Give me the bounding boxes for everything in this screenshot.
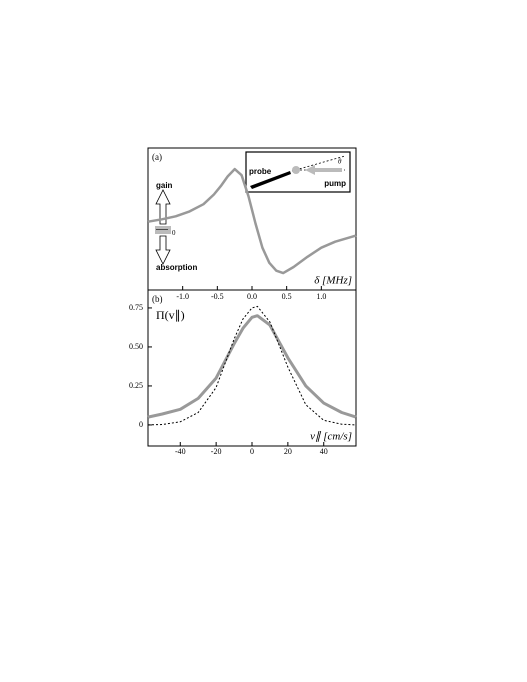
panel-label: (b) <box>152 294 163 304</box>
y-tick-label: 0.25 <box>129 381 143 390</box>
inset-label: probe <box>249 167 272 176</box>
x-tick-label: -1.0 <box>176 292 189 301</box>
panel-label: (a) <box>152 152 162 162</box>
x-tick-label: 20 <box>284 447 292 456</box>
x-axis-label: δ [MHz] <box>314 275 352 287</box>
y-tick-label: 0 <box>172 229 176 237</box>
x-axis-label: v∥ [cm/s] <box>310 431 352 443</box>
inset-label: pump <box>324 179 346 188</box>
annotation: gain <box>156 181 173 190</box>
curve <box>147 314 357 419</box>
y-tick-label: 0.50 <box>129 342 143 351</box>
y-tick-label: 0 <box>139 420 143 429</box>
x-tick-label: -20 <box>211 447 222 456</box>
inset <box>245 151 351 193</box>
x-tick-label: 0.0 <box>247 292 257 301</box>
x-tick-label: 0 <box>250 447 254 456</box>
dashed-curve <box>147 305 357 426</box>
y-axis-label: Π(v∥) <box>156 308 185 322</box>
x-tick-label: 0.5 <box>282 292 292 301</box>
x-tick-label: -0.5 <box>211 292 224 301</box>
y-tick-label: 0.75 <box>129 303 143 312</box>
curve <box>147 167 357 275</box>
gain-arrow <box>155 189 171 265</box>
x-tick-label: 1.0 <box>316 292 326 301</box>
x-tick-label: -40 <box>175 447 186 456</box>
annotation: absorption <box>156 263 197 272</box>
x-tick-label: 40 <box>320 447 328 456</box>
inset-label: θ <box>338 158 342 166</box>
